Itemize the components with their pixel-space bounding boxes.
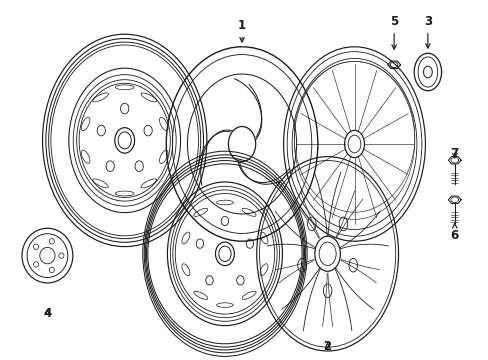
Text: 6: 6 xyxy=(450,224,458,242)
Text: 4: 4 xyxy=(43,307,51,320)
Text: 7: 7 xyxy=(450,147,458,159)
Text: 2: 2 xyxy=(323,340,331,353)
Text: 5: 5 xyxy=(389,15,397,49)
Text: 1: 1 xyxy=(238,19,245,42)
Text: 3: 3 xyxy=(423,15,431,48)
